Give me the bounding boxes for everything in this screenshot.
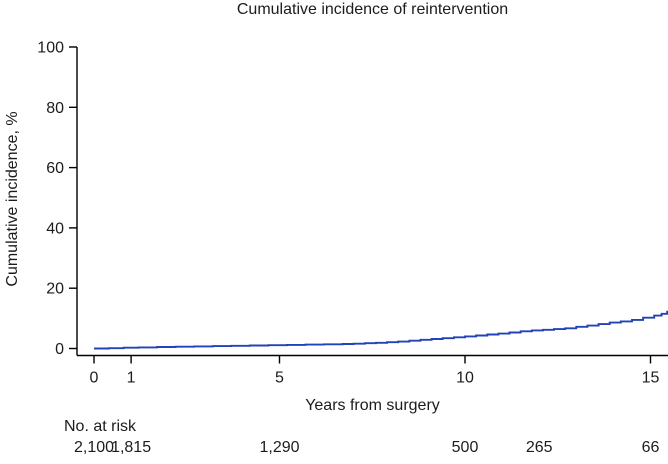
- y-axis-tick-label: 60: [46, 160, 64, 177]
- y-axis-tick-label: 20: [46, 281, 64, 298]
- y-axis-tick-label: 0: [55, 341, 64, 358]
- risk-count: 66: [642, 439, 660, 456]
- risk-count: 2,100: [74, 439, 114, 456]
- risk-count: 265: [526, 439, 553, 456]
- risk-count: 500: [452, 439, 479, 456]
- x-axis-tick-label: 0: [90, 370, 99, 387]
- risk-count: 1,815: [111, 439, 151, 456]
- x-axis-tick-label: 1: [127, 370, 136, 387]
- y-axis-tick-label: 100: [37, 40, 64, 57]
- y-axis-tick-label: 40: [46, 220, 64, 237]
- x-axis-tick-label: 10: [456, 370, 474, 387]
- x-axis-tick-label: 5: [275, 370, 284, 387]
- x-axis-tick-label: 15: [642, 370, 660, 387]
- number-at-risk-label: No. at risk: [64, 418, 137, 435]
- risk-count: 1,290: [259, 439, 299, 456]
- incidence-curve: [94, 310, 668, 350]
- x-axis-title: Years from surgery: [305, 397, 440, 414]
- chart-title: Cumulative incidence of reintervention: [236, 1, 509, 18]
- y-axis-tick-label: 80: [46, 100, 64, 117]
